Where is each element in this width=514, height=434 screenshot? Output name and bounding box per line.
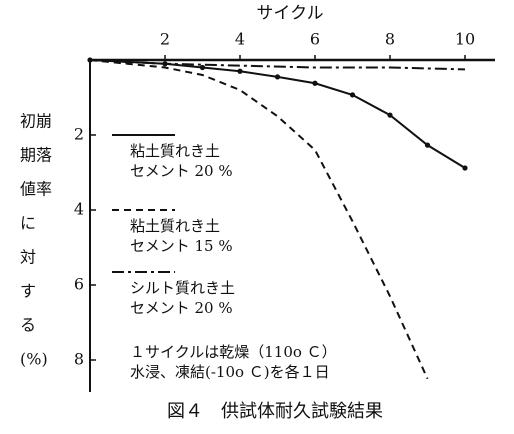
x-tick-label: 2 bbox=[160, 30, 170, 49]
legend-label: 粘土質れき土 セメント 15 % bbox=[130, 217, 233, 255]
y-tick-label: 6 bbox=[74, 275, 84, 294]
marker bbox=[462, 165, 468, 171]
y-tick-label: 2 bbox=[74, 125, 84, 144]
y-tick-label: 4 bbox=[74, 200, 84, 219]
marker bbox=[424, 142, 431, 148]
note: １サイクルは乾燥（110o Ｃ） 水浸、凍結(-10o Ｃ)を各１日 bbox=[130, 343, 337, 381]
x-tick-label: 10 bbox=[455, 30, 475, 49]
y-axis-title: る bbox=[20, 316, 36, 335]
legend-label: 粘土質れき土 セメント 20 % bbox=[130, 142, 233, 180]
marker bbox=[199, 64, 206, 71]
series-line bbox=[89, 59, 466, 71]
y-axis-title: す bbox=[20, 282, 36, 301]
y-axis-title: に bbox=[20, 214, 36, 233]
x-tick-label: 4 bbox=[235, 30, 245, 49]
y-axis-title: 期落 bbox=[20, 146, 52, 165]
marker bbox=[387, 112, 393, 118]
x-tick-label: 6 bbox=[310, 30, 320, 49]
y-axis-title: 初崩 bbox=[20, 112, 52, 131]
marker bbox=[349, 92, 356, 98]
x-tick-label: 8 bbox=[385, 30, 395, 49]
series-line bbox=[89, 59, 429, 380]
x-axis-title: サイクル bbox=[256, 4, 323, 24]
marker bbox=[237, 68, 243, 74]
legend-label: シルト質れき土 セメント 20 % bbox=[130, 279, 236, 317]
y-axis-title: (%) bbox=[20, 350, 48, 369]
y-axis-title: 対 bbox=[20, 248, 36, 267]
marker bbox=[312, 80, 318, 86]
chart-title: 図４ 供試体耐久試験結果 bbox=[167, 401, 383, 422]
y-tick-label: 8 bbox=[74, 350, 84, 369]
marker bbox=[274, 74, 281, 80]
y-axis-title: 値率 bbox=[20, 180, 52, 199]
